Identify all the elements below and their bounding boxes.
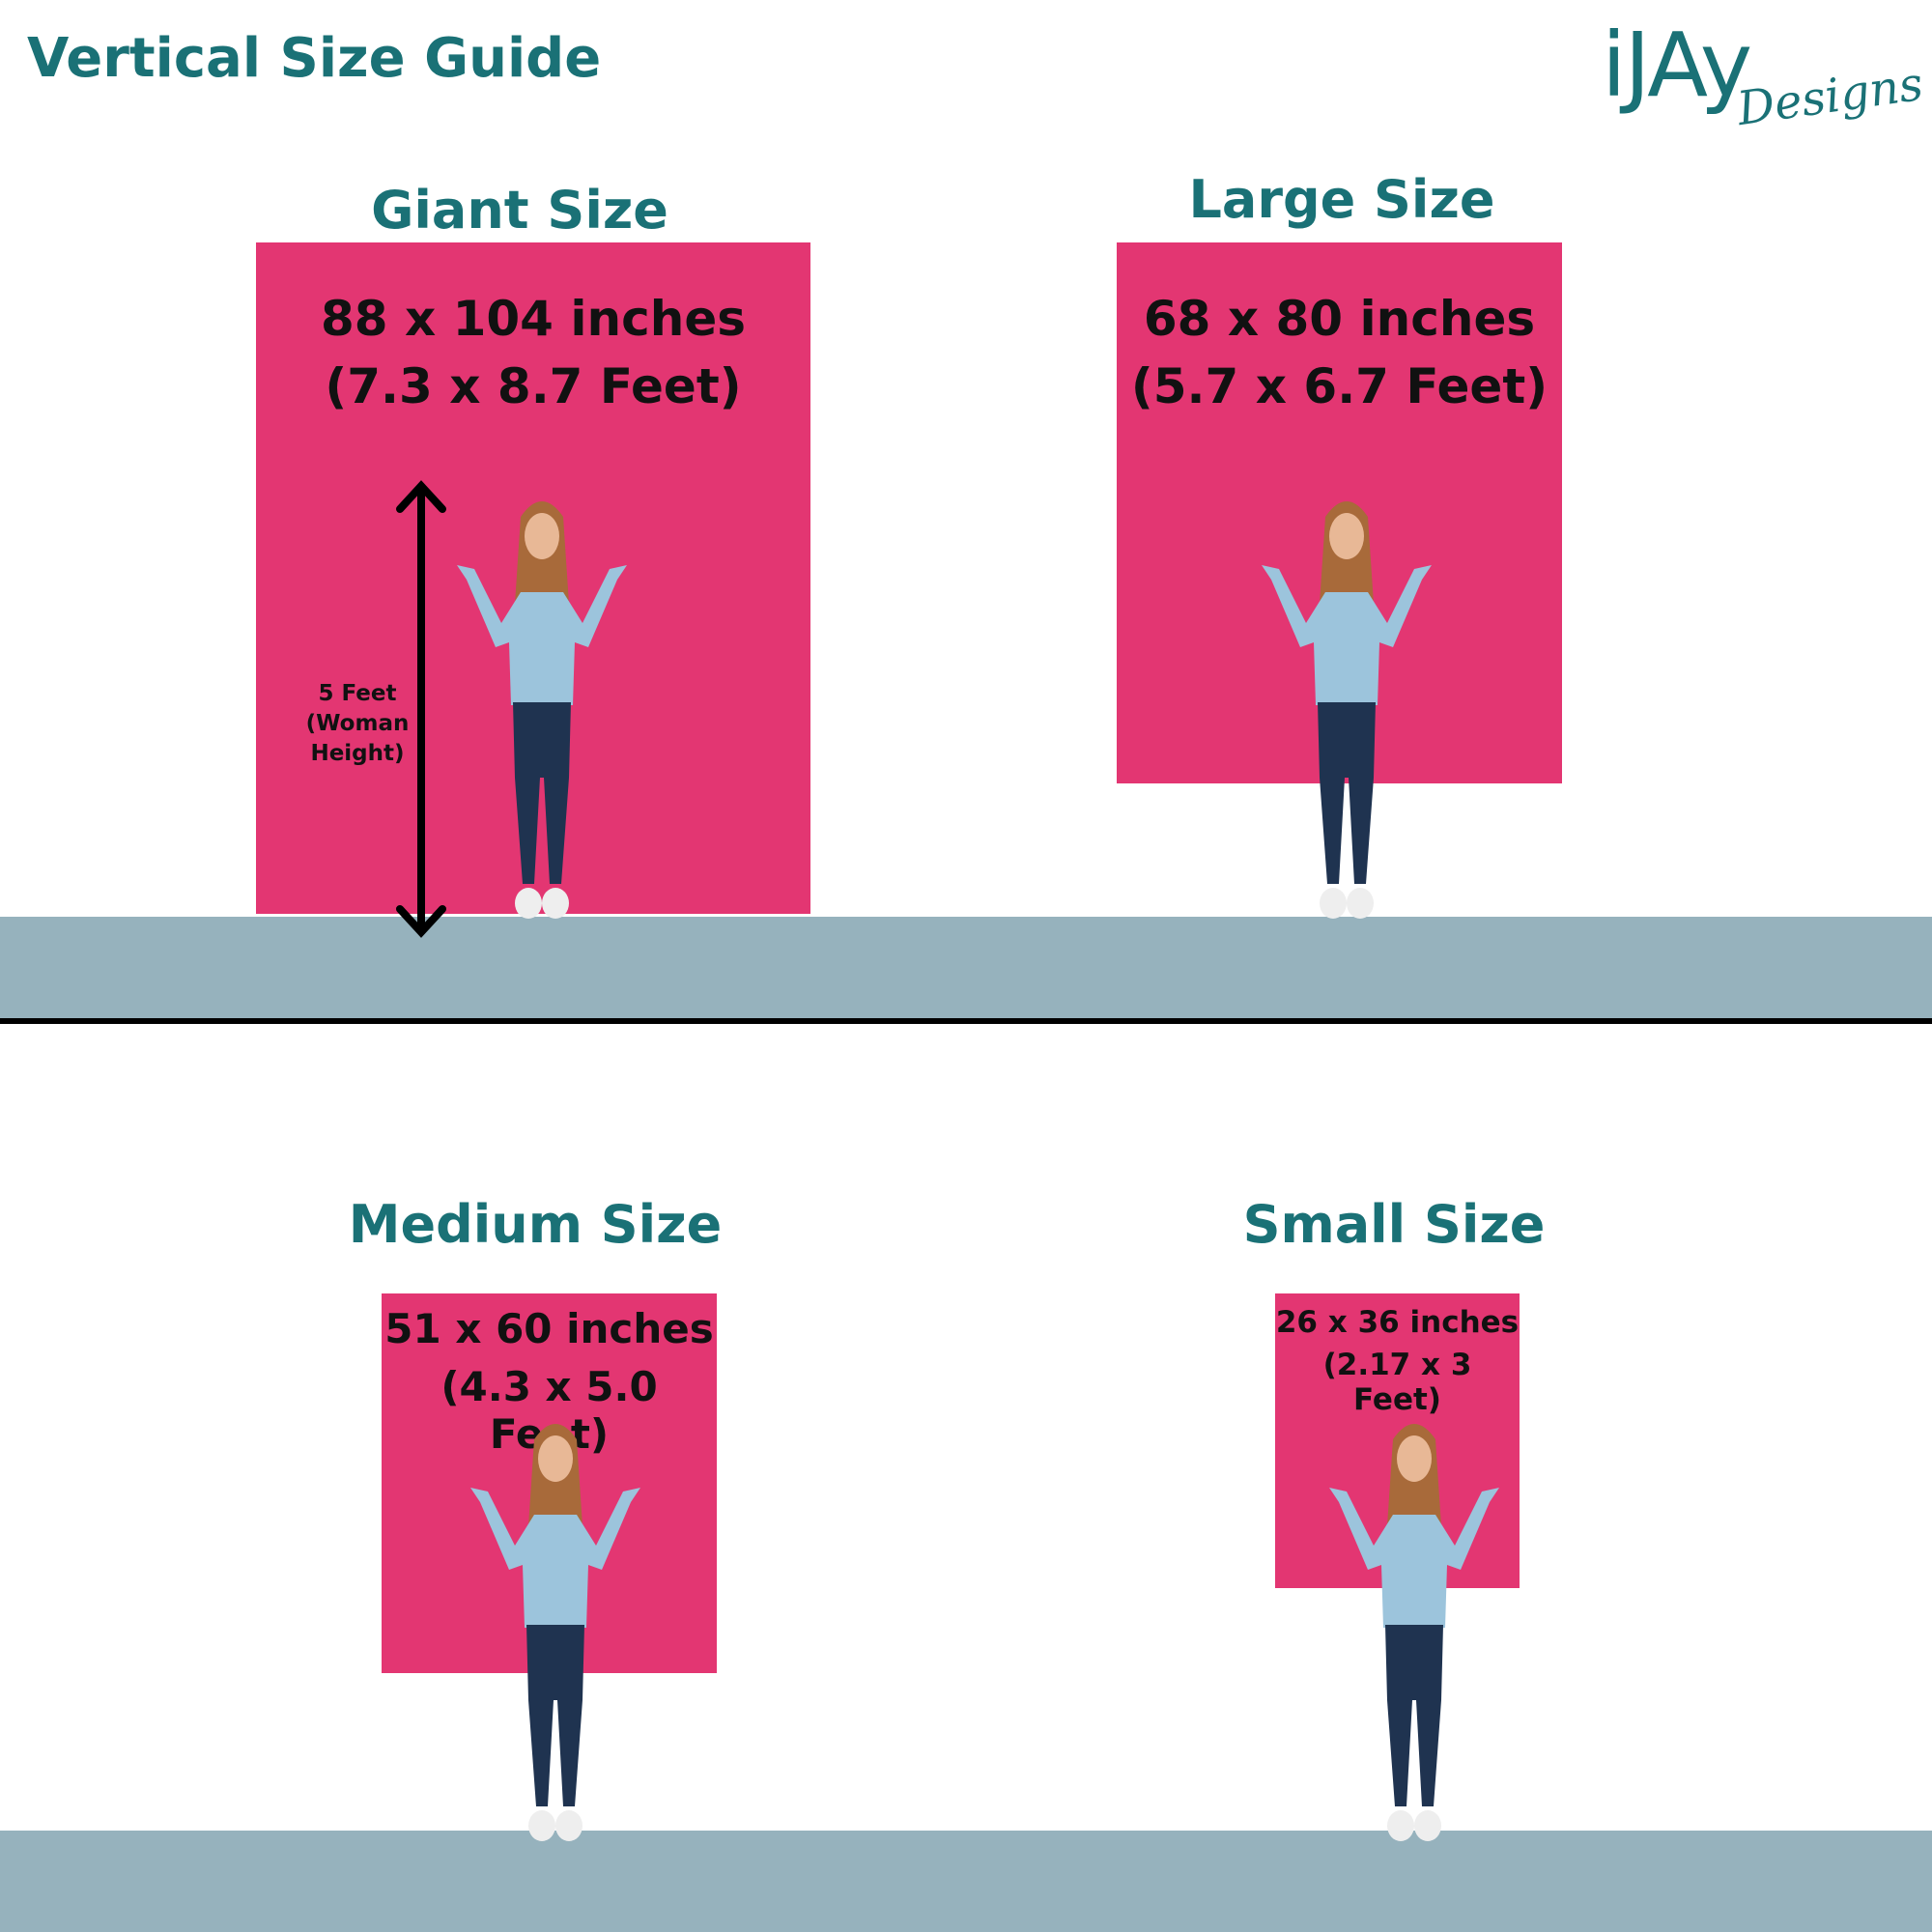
- woman-figure-medium: [459, 1410, 652, 1866]
- small-dims-inches: 26 x 36 inches: [1275, 1305, 1520, 1340]
- woman-figure-small: [1318, 1410, 1511, 1866]
- medium-dims-inches: 51 x 60 inches: [384, 1305, 714, 1352]
- giant-dims-inches: 88 x 104 inches: [320, 291, 747, 347]
- giant-size-title: Giant Size: [371, 180, 668, 241]
- logo-script: Designs: [1734, 56, 1927, 137]
- page-title: Vertical Size Guide: [27, 27, 602, 90]
- floor-top: [0, 917, 1932, 1018]
- large-dims-inches: 68 x 80 inches: [1143, 291, 1536, 347]
- height-label-line1: 5 Feet: [318, 681, 397, 706]
- woman-figure-giant: [445, 488, 639, 944]
- medium-size-title: Medium Size: [348, 1194, 723, 1255]
- small-size-title: Small Size: [1242, 1194, 1546, 1255]
- woman-figure-large: [1250, 488, 1443, 944]
- floor-bottom: [0, 1831, 1932, 1932]
- large-dims-feet: (5.7 x 6.7 Feet): [1130, 358, 1548, 414]
- large-size-title: Large Size: [1188, 169, 1495, 230]
- medium-dims-feet: (4.3 x 5.0 Feet): [440, 1363, 658, 1458]
- section-divider: [0, 1018, 1932, 1024]
- height-label: 5 Feet (Woman Height): [299, 679, 415, 769]
- height-label-line2: (Woman: [305, 711, 410, 736]
- small-dims-feet: (2.17 x 3 Feet): [1322, 1348, 1472, 1417]
- giant-dims-feet: (7.3 x 8.7 Feet): [325, 358, 742, 414]
- brand-logo: iJAy Designs: [1602, 14, 1926, 139]
- height-arrow-icon: [396, 480, 446, 938]
- height-label-line3: Height): [310, 741, 405, 766]
- logo-wordmark: iJAy: [1602, 14, 1752, 117]
